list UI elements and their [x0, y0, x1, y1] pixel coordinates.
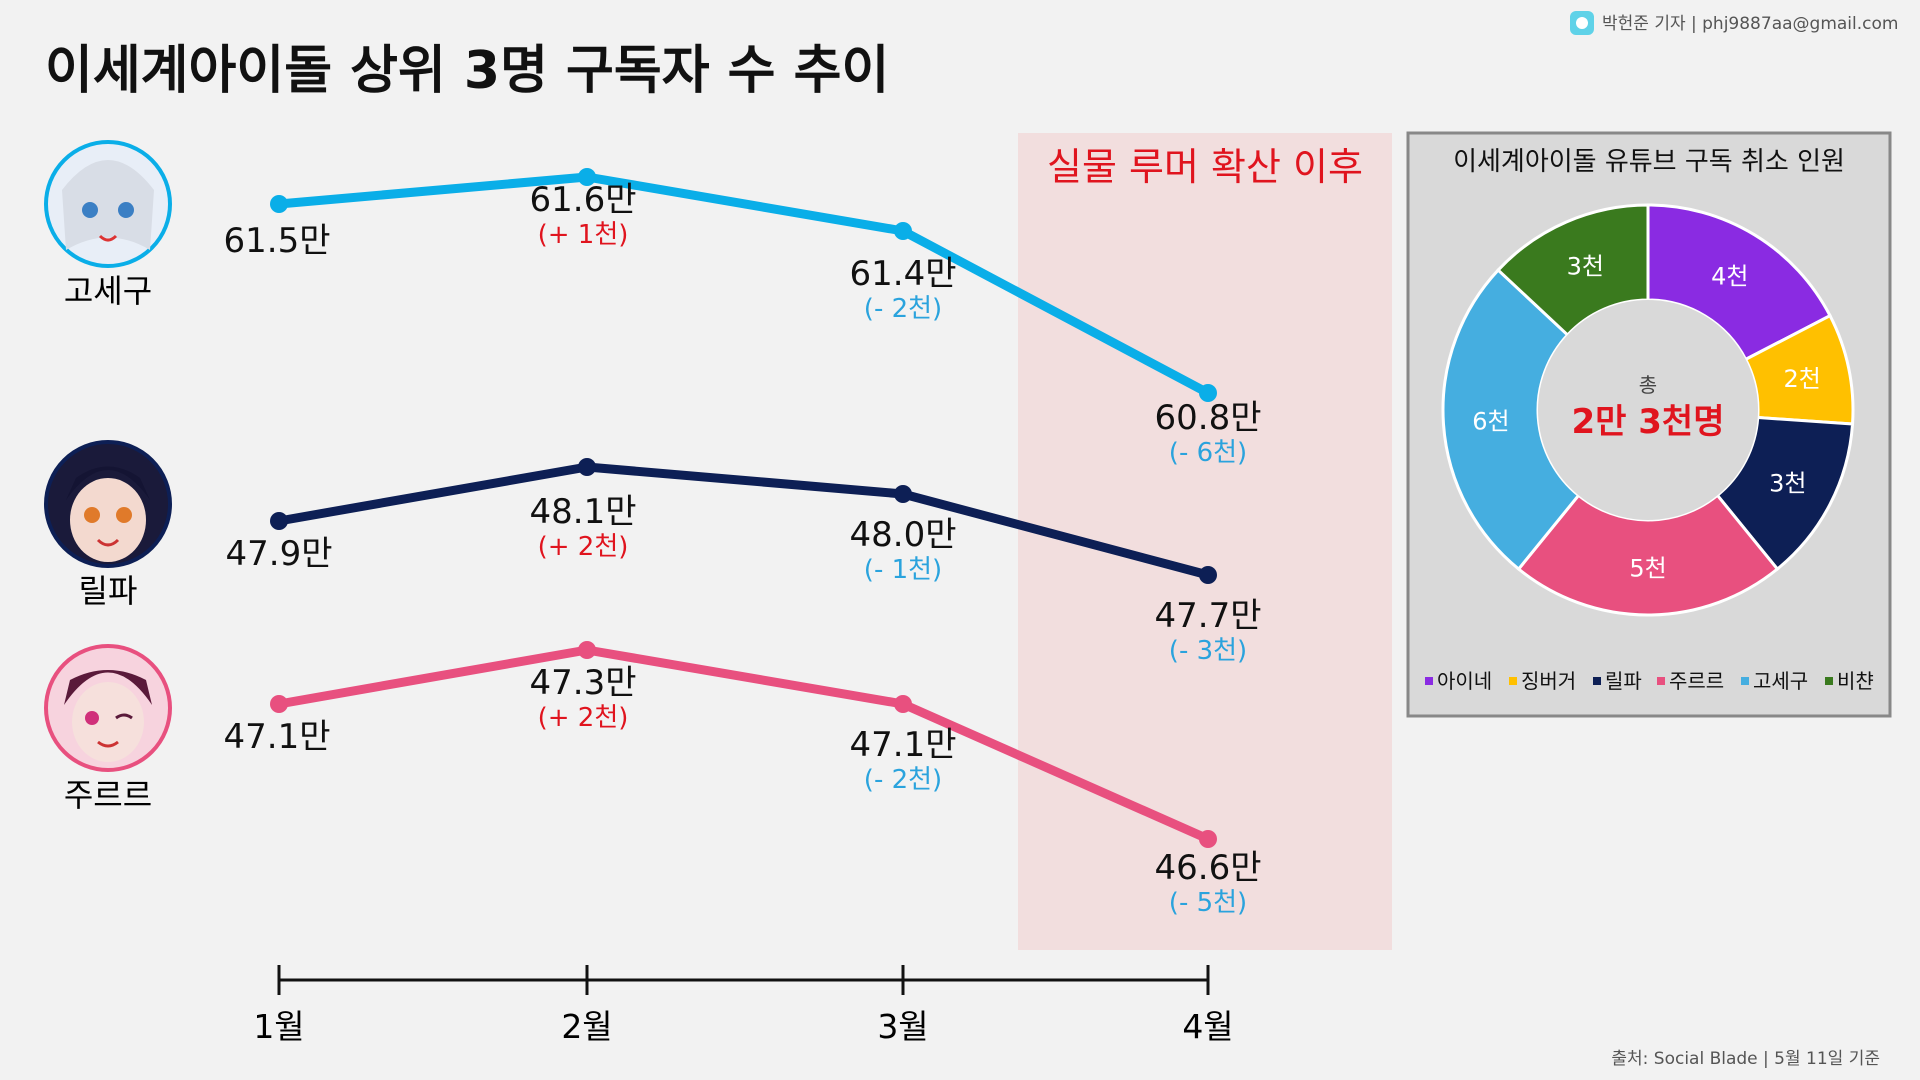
- legend-swatch: [1425, 677, 1433, 685]
- series-name: 주르르: [64, 776, 152, 814]
- legend-swatch: [1825, 677, 1833, 685]
- source-text: 출처: Social Blade | 5월 11일 기준: [1611, 1049, 1880, 1069]
- series-line: [274, 172, 1213, 398]
- data-label: 47.1만: [224, 717, 331, 757]
- credit-text: 박헌준 기자 | phj9887aa@gmail.com: [1602, 14, 1898, 34]
- avatar-gosegu-eye: [82, 202, 98, 218]
- legend-label: 주르르: [1669, 669, 1724, 693]
- donut-slice-label: 2천: [1784, 365, 1821, 393]
- x-axis: 1월 2월 3월 4월: [253, 965, 1234, 1046]
- legend-label: 아이네: [1437, 669, 1492, 693]
- avatar-gosegu-hair: [62, 160, 154, 250]
- change-label: (- 1천): [864, 555, 942, 585]
- donut-center-total: 2만 3천명: [1572, 402, 1725, 442]
- donut-hole: [1538, 300, 1758, 520]
- change-label: (- 2천): [864, 765, 942, 795]
- change-label: (+ 2천): [538, 532, 629, 562]
- avatar-jururu-mouth: [97, 740, 119, 748]
- credit: 박헌준 기자 | phj9887aa@gmail.com: [1570, 11, 1898, 35]
- data-point: [894, 485, 912, 503]
- change-label: (+ 2천): [538, 703, 629, 733]
- change-label: (+ 1천): [538, 220, 629, 250]
- avatar-jururu-eye: [85, 711, 99, 725]
- legend-label: 비챤: [1837, 669, 1874, 693]
- series-name: 릴파: [79, 572, 138, 610]
- data-label: 46.6만: [1155, 848, 1262, 888]
- avatar-lilpa-mouth: [96, 538, 120, 547]
- donut-legend: 아이네 징버거 릴파 주르르 고세구 비챤: [1425, 669, 1874, 693]
- data-label: 47.7만: [1155, 596, 1262, 636]
- avatar-jururu-wink: [115, 713, 133, 720]
- data-label: 47.1만: [850, 725, 957, 765]
- avatar-gosegu-mouth: [98, 234, 118, 242]
- data-label: 61.4만: [850, 254, 957, 294]
- change-label: (- 2천): [864, 294, 942, 324]
- legend-swatch: [1509, 677, 1517, 685]
- highlight-label: 실물 루머 확산 이후: [1047, 145, 1363, 189]
- donut-title: 이세계아이돌 유튜브 구독 취소 인원: [1453, 147, 1845, 177]
- data-point: [270, 512, 288, 530]
- avatar-jururu-icon: [44, 644, 172, 772]
- data-point: [270, 695, 288, 713]
- change-label: (- 6천): [1169, 438, 1247, 468]
- data-label: 61.5만: [224, 221, 331, 261]
- legend-swatch: [1657, 677, 1665, 685]
- series-line: [274, 462, 1213, 580]
- page-title: 이세계아이돌 상위 3명 구독자 수 추이: [45, 41, 889, 101]
- x-tick-label: 3월: [877, 1007, 928, 1046]
- x-tick-label: 2월: [561, 1007, 612, 1046]
- data-label: 47.3만: [530, 663, 637, 703]
- series-name: 고세구: [64, 272, 152, 310]
- donut-slice-label: 3천: [1769, 469, 1806, 497]
- avatar-jururu-hair: [64, 670, 152, 705]
- avatar-jururu-face: [72, 682, 144, 762]
- avatar-lilpa-hair: [66, 466, 150, 500]
- data-point: [1199, 830, 1217, 848]
- donut-center-small: 총: [1639, 373, 1657, 397]
- avatar-lilpa-eye: [116, 507, 132, 523]
- data-point: [578, 458, 596, 476]
- data-point: [578, 641, 596, 659]
- avatar-lilpa-icon: [44, 440, 172, 568]
- legend-swatch: [1741, 677, 1749, 685]
- legend-label: 릴파: [1605, 669, 1642, 693]
- data-point: [894, 222, 912, 240]
- data-label: 48.1만: [530, 492, 637, 532]
- donut-slice-label: 4천: [1711, 262, 1748, 290]
- donut-slice-label: 5천: [1629, 555, 1666, 583]
- change-label: (- 3천): [1169, 636, 1247, 666]
- avatar-gosegu-icon: [44, 140, 172, 268]
- data-point: [894, 695, 912, 713]
- logo-icon-inner: [1576, 17, 1588, 29]
- legend-label: 징버거: [1521, 669, 1576, 693]
- data-point: [578, 168, 596, 186]
- legend-swatch: [1593, 677, 1601, 685]
- data-label: 47.9만: [226, 534, 333, 574]
- series-line: [274, 645, 1213, 844]
- data-point: [1199, 566, 1217, 584]
- data-label: 48.0만: [850, 515, 957, 555]
- change-label: (- 5천): [1169, 888, 1247, 918]
- legend-label: 고세구: [1753, 669, 1808, 693]
- x-tick-label: 1월: [253, 1007, 304, 1046]
- data-label: 61.6만: [530, 180, 637, 220]
- data-point: [1199, 384, 1217, 402]
- avatar-lilpa-eye: [84, 507, 100, 523]
- data-point: [270, 195, 288, 213]
- donut-panel: 이세계아이돌 유튜브 구독 취소 인원 4천 2천 3천 5천 6천 3천 총 2만 3천…: [1406, 131, 1892, 718]
- x-tick-label: 4월: [1182, 1007, 1233, 1046]
- avatar-lilpa-face: [70, 478, 146, 562]
- avatar-gosegu-eye: [118, 202, 134, 218]
- data-label: 60.8만: [1155, 398, 1262, 438]
- donut-slice-label: 3천: [1567, 253, 1604, 281]
- donut-slice-label: 6천: [1472, 408, 1509, 436]
